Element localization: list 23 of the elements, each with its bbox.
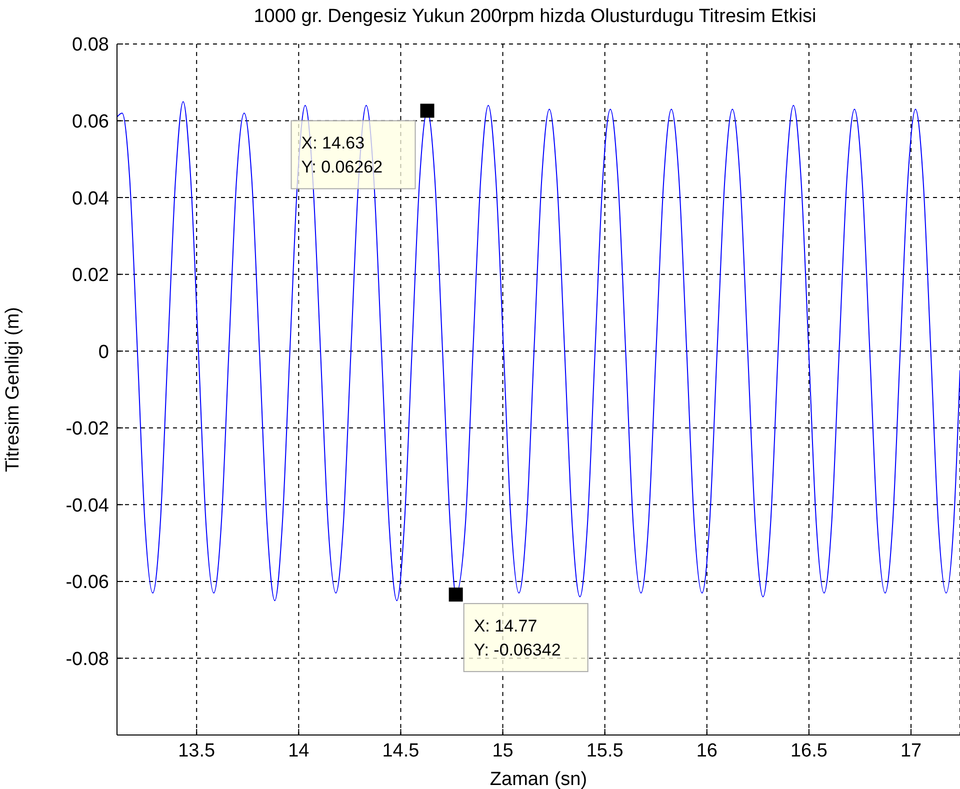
y-axis-title: Titresim Genligi (m) — [2, 306, 24, 472]
x-tick-label: 14.5 — [382, 740, 420, 762]
line-series — [117, 101, 960, 602]
y-tick-label: 0.02 — [72, 265, 109, 286]
y-tick-label: -0.04 — [66, 495, 110, 516]
y-tick-label: -0.02 — [66, 418, 109, 440]
x-tick-label: 15.5 — [586, 740, 624, 762]
x-tick-label: 15 — [492, 740, 514, 762]
y-tick-label: -0.08 — [66, 648, 109, 670]
y-tick-label: 0 — [98, 342, 109, 363]
x-axis-title: Zaman (sn) — [490, 769, 588, 789]
x-tick-label: 16 — [696, 740, 718, 762]
y-tick-label: -0.06 — [66, 572, 109, 594]
x-tick-label: 13.5 — [178, 740, 216, 762]
x-tick-label: 14 — [288, 740, 310, 762]
annotation: X: 14.77 Y: -0.06342 — [474, 616, 561, 660]
x-tick-label: 16.5 — [790, 740, 828, 762]
annotation: X: 14.63 Y: 0.06262 — [301, 134, 383, 177]
y-tick-label: 0.08 — [72, 34, 109, 56]
y-tick-label: 0.04 — [72, 188, 110, 210]
chart-title: 1000 gr. Dengesiz Yukun 200rpm hizda Olusturdugu Titresim Etkisi — [252, 6, 818, 28]
x-tick-label: 17 — [900, 740, 922, 762]
y-tick-label: 0.06 — [72, 112, 109, 133]
